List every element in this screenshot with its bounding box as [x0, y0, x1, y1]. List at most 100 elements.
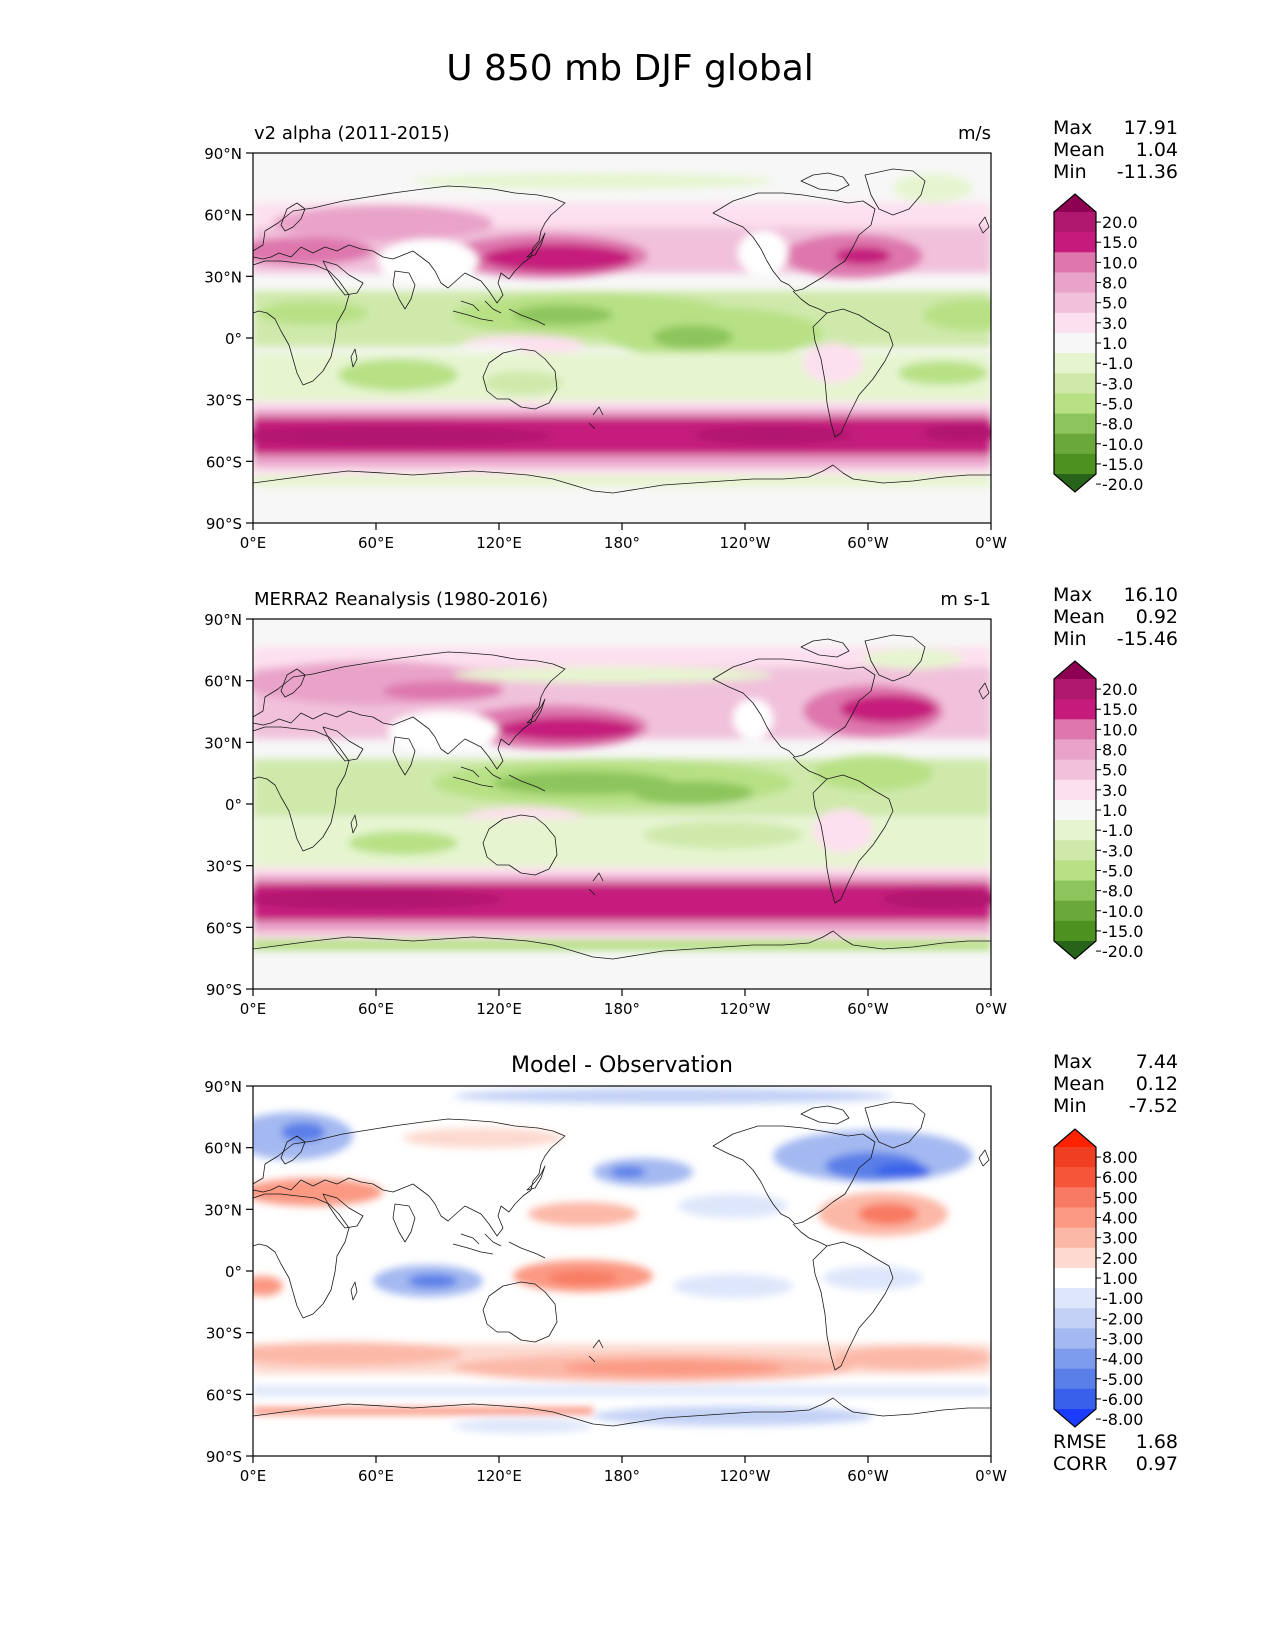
lon-tick-label: 0°W: [975, 1467, 1007, 1485]
colorbar-swatch: [1054, 1147, 1096, 1168]
stat-value: 7.44: [1136, 1051, 1178, 1073]
lat-tick-label: 30°N: [204, 734, 242, 752]
figure-title: U 850 mb DJF global: [446, 48, 814, 89]
colorbar-tick-label: -4.00: [1102, 1350, 1143, 1369]
colorbar-swatch: [1054, 453, 1096, 475]
colorbar-tick-label: 5.0: [1102, 761, 1127, 780]
lat-tick-label: 60°S: [206, 919, 242, 937]
colorbar-swatch: [1054, 759, 1096, 781]
colorbar-tick-label: -3.0: [1102, 841, 1133, 860]
panel-units: m/s: [958, 123, 991, 144]
colorbar-tick-label: 6.00: [1102, 1168, 1138, 1187]
lon-tick-label: 180°: [604, 1467, 640, 1485]
colorbar-tick-label: 1.0: [1102, 334, 1127, 353]
panel-units: m s-1: [940, 589, 991, 610]
colorbar-tick-label: 8.0: [1102, 274, 1127, 293]
colorbar-swatch: [1054, 1328, 1096, 1350]
colorbar-swatch: [1054, 1247, 1096, 1269]
colorbar-tick-label: 1.00: [1102, 1269, 1138, 1288]
map-difference: [252, 1085, 992, 1457]
colorbar-swatch: [1054, 699, 1096, 720]
lon-tick-label: 60°E: [358, 1000, 394, 1018]
lon-tick-label: 180°: [604, 534, 640, 552]
panel-reference: MERRA2 Reanalysis (1980-2016) m s-1 90°N…: [204, 584, 1178, 1018]
colorbar-outline: [1053, 1128, 1097, 1428]
colorbar-outline: [1053, 660, 1097, 960]
lon-tick-label: 180°: [604, 1000, 640, 1018]
stat-value: -11.36: [1117, 161, 1178, 183]
colorbar-swatch: [1054, 312, 1096, 334]
stat-label: Min: [1053, 161, 1087, 183]
colorbar-swatch: [1054, 1288, 1096, 1309]
lon-tick-label: 60°E: [358, 1467, 394, 1485]
colorbar-tick-label: 5.0: [1102, 294, 1127, 313]
stat-value: -15.46: [1117, 628, 1178, 650]
colorbar-tick-label: -15.0: [1102, 922, 1143, 941]
map-reference: [252, 618, 992, 990]
colorbar-tick-label: -1.00: [1102, 1289, 1143, 1308]
lat-tick-label: 90°N: [204, 145, 242, 163]
colorbar-tick-label: 2.00: [1102, 1249, 1138, 1268]
lon-tick-label: 0°E: [240, 534, 267, 552]
colorbar-tick-label: 10.0: [1102, 253, 1138, 272]
colorbar-swatch: [1054, 1388, 1096, 1410]
colorbar-upper-extension: [1054, 661, 1096, 679]
colorbar-tick-label: 8.00: [1102, 1148, 1138, 1167]
lon-tick-label: 0°W: [975, 534, 1007, 552]
colorbar-lower-extension: [1054, 1409, 1096, 1427]
colorbar-swatch: [1054, 433, 1096, 455]
lat-tick-label: 30°S: [206, 858, 242, 876]
stat-label: CORR: [1053, 1453, 1108, 1475]
colorbar-swatch: [1054, 232, 1096, 253]
panel-left-title: MERRA2 Reanalysis (1980-2016): [254, 589, 548, 610]
lat-tick-label: 90°S: [206, 1448, 242, 1466]
colorbar-swatch: [1054, 292, 1096, 314]
colorbar-swatch: [1054, 820, 1096, 841]
colorbar-tick-label: 3.0: [1102, 781, 1127, 800]
colorbar-tick-label: -1.0: [1102, 354, 1133, 373]
lat-tick-label: 30°S: [206, 392, 242, 410]
colorbar-tick-label: -10.0: [1102, 435, 1143, 454]
colorbar-tick-label: -15.0: [1102, 455, 1143, 474]
stat-label: Mean: [1053, 606, 1105, 628]
lat-axis: 90°N 60°N 30°N 0° 30°S 60°S 90°S: [204, 611, 253, 999]
colorbar-tick-label: -8.0: [1102, 882, 1133, 901]
stat-label: Mean: [1053, 1073, 1105, 1095]
lat-tick-label: 0°: [225, 1263, 242, 1281]
colorbar-upper-extension: [1054, 1129, 1096, 1147]
lat-tick-label: 60°N: [204, 1140, 242, 1158]
panel-left-title: v2 alpha (2011-2015): [254, 123, 450, 144]
colorbar-swatch: [1054, 373, 1096, 394]
colorbar-tick-label: -3.0: [1102, 374, 1133, 393]
colorbar-swatch: [1054, 900, 1096, 922]
lat-tick-label: 60°S: [206, 453, 242, 471]
colorbar-swatch: [1054, 272, 1096, 294]
colorbar-tick-label: -3.00: [1102, 1329, 1143, 1348]
colorbar-tick-label: 15.0: [1102, 700, 1138, 719]
stats-block: Max 17.91 Mean 1.04 Min -11.36: [1053, 117, 1178, 183]
lat-axis: 90°N 60°N 30°N 0° 30°S 60°S 90°S: [204, 1078, 253, 1466]
panel-model: v2 alpha (2011-2015) m/s 90°N 60°N 30°N 0° 3…: [204, 117, 1178, 552]
lon-tick-label: 120°W: [720, 1467, 771, 1485]
lat-tick-label: 0°: [225, 796, 242, 814]
lon-tick-label: 120°E: [476, 534, 522, 552]
lon-tick-label: 0°E: [240, 1467, 267, 1485]
colorbar-tick-label: 20.0: [1102, 680, 1138, 699]
colorbar-swatch: [1054, 252, 1096, 273]
colorbar-swatch: [1054, 1308, 1096, 1329]
colorbar-tick-label: 10.0: [1102, 720, 1138, 739]
colorbar-swatch: [1054, 840, 1096, 861]
colorbar-tick-label: 5.00: [1102, 1188, 1138, 1207]
lat-tick-label: 0°: [225, 330, 242, 348]
lon-tick-label: 60°E: [358, 534, 394, 552]
stat-label: Mean: [1053, 139, 1105, 161]
colorbar-swatch: [1054, 1267, 1096, 1289]
colorbar-tick-label: -20.0: [1102, 942, 1143, 961]
colorbar-swatch: [1054, 1167, 1096, 1188]
colorbar-tick-label: 15.0: [1102, 233, 1138, 252]
colorbar-tick-label: 3.0: [1102, 314, 1127, 333]
lon-tick-label: 0°W: [975, 1000, 1007, 1018]
colorbar-swatch: [1054, 212, 1096, 233]
stat-value: 1.04: [1136, 139, 1178, 161]
stat-value: 0.12: [1136, 1073, 1178, 1095]
